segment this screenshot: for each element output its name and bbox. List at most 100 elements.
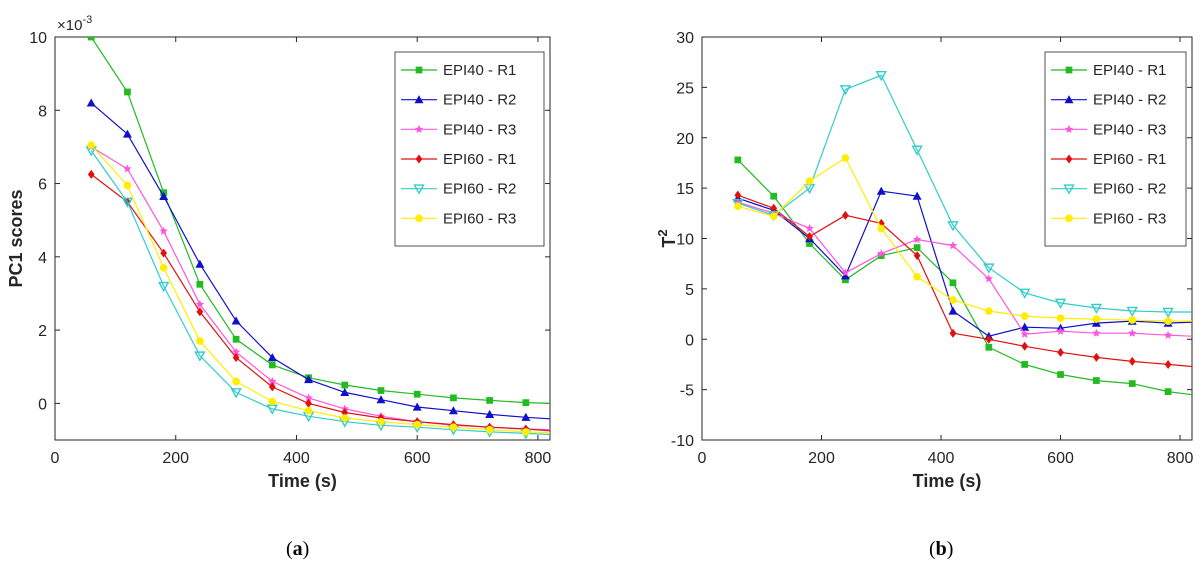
data-point	[522, 428, 530, 436]
data-point	[305, 398, 312, 408]
data-point	[159, 263, 168, 272]
legend-marker	[415, 214, 423, 223]
legend-label: EPI60 - R1	[1093, 151, 1166, 168]
data-point	[875, 70, 887, 82]
data-point	[1056, 314, 1065, 322]
data-point	[949, 279, 957, 287]
data-point	[1018, 288, 1031, 299]
data-point	[877, 224, 886, 233]
data-point	[806, 231, 813, 241]
legend-label: EPI40 - R1	[1093, 62, 1166, 79]
x-tick-label: 600	[404, 450, 431, 467]
data-point	[841, 268, 850, 277]
data-point	[230, 388, 242, 399]
y-tick-label: 5	[685, 282, 694, 299]
legend-label: EPI40 - R2	[443, 92, 516, 109]
data-point	[413, 390, 421, 398]
data-point	[947, 221, 959, 232]
y-tick-label: 25	[676, 80, 694, 97]
data-point	[87, 169, 95, 179]
series-line	[90, 144, 550, 434]
legend-label: EPI40 - R2	[1093, 92, 1166, 109]
data-point	[377, 417, 385, 426]
x-tick-label: 0	[698, 450, 707, 467]
data-point	[1057, 347, 1064, 357]
data-point	[1054, 298, 1067, 309]
x-tick-label: 200	[808, 450, 835, 467]
series-line	[90, 150, 550, 436]
series-line	[737, 157, 1192, 322]
data-point	[196, 337, 204, 345]
legend-box	[394, 51, 545, 247]
data-point	[412, 402, 422, 411]
data-point	[231, 347, 241, 356]
legend-marker	[1065, 66, 1073, 74]
data-point	[160, 248, 168, 258]
data-point	[913, 244, 921, 251]
data-point	[304, 393, 313, 402]
legend-marker	[413, 184, 425, 195]
data-point	[121, 197, 134, 208]
data-point	[196, 307, 204, 317]
data-point	[1128, 316, 1137, 324]
data-point	[340, 387, 350, 396]
data-point	[1020, 329, 1029, 338]
data-point	[194, 351, 206, 362]
data-point	[377, 387, 385, 394]
panel-a-chart: 0 200 400 600 800 0 2 4 6 8 10 ×10-3 Time (s) PC1 sco…	[6, 14, 551, 491]
legend-marker	[415, 66, 423, 74]
data-point	[340, 414, 349, 422]
data-point	[376, 395, 386, 404]
data-point	[486, 397, 494, 404]
data-point	[231, 316, 241, 325]
data-point	[1164, 359, 1172, 369]
data-point	[1128, 328, 1137, 337]
data-point	[1128, 380, 1136, 387]
y-tick-label: -5	[680, 383, 694, 400]
data-point	[734, 190, 742, 200]
series-line	[737, 159, 1192, 396]
data-point	[913, 251, 921, 261]
data-point	[1090, 303, 1103, 314]
legend-box	[1044, 51, 1187, 247]
y-tick-label: 15	[676, 181, 694, 198]
data-point	[770, 192, 778, 200]
series-epi40-r1	[734, 156, 1192, 396]
data-point	[1021, 341, 1029, 351]
data-point	[1057, 371, 1064, 378]
data-point	[1126, 306, 1138, 317]
data-point	[948, 306, 958, 315]
data-point	[159, 191, 169, 200]
data-point	[1092, 328, 1101, 337]
series-epi40-r2	[86, 98, 550, 421]
data-point	[485, 409, 495, 418]
data-point	[1092, 315, 1101, 323]
data-point	[985, 343, 993, 351]
data-point	[122, 129, 132, 138]
legend-label: EPI40 - R3	[1093, 121, 1166, 138]
data-point	[522, 399, 530, 407]
legend-marker	[1065, 214, 1073, 223]
data-point	[485, 425, 494, 434]
x-tick-label: 800	[525, 450, 552, 467]
data-point	[949, 328, 957, 338]
data-point	[195, 259, 205, 268]
data-point	[1021, 361, 1029, 368]
y-tick-label: 4	[38, 250, 47, 267]
series-epi60-r1	[734, 190, 1192, 369]
data-point	[195, 299, 205, 309]
caption-a: (a)	[286, 538, 310, 560]
legend-marker	[1064, 95, 1074, 104]
y-tick-label: 0	[685, 332, 694, 349]
legend-marker	[414, 124, 424, 133]
data-point	[806, 240, 813, 247]
series-line	[90, 102, 550, 420]
data-point	[521, 412, 531, 421]
data-point	[1093, 352, 1100, 362]
data-point	[1128, 356, 1136, 366]
data-point	[911, 145, 923, 156]
data-point	[232, 377, 240, 386]
x-axis-label: Time (s)	[913, 471, 982, 491]
